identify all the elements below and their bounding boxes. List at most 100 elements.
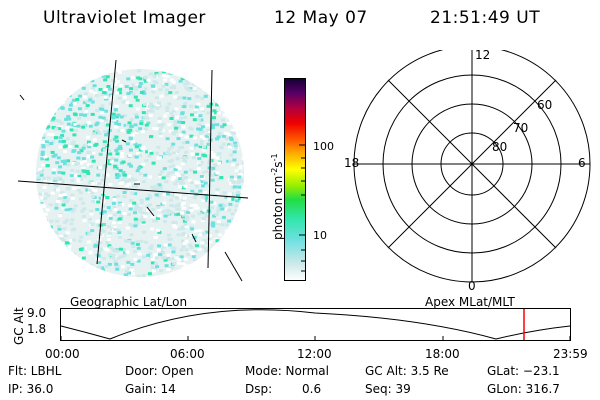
uv-speckle	[98, 233, 103, 237]
uv-speckle	[60, 179, 65, 183]
uv-speckle	[97, 261, 102, 265]
uv-speckle	[216, 258, 221, 262]
uv-speckle	[53, 82, 58, 86]
uv-speckle	[157, 116, 162, 120]
uv-speckle	[124, 269, 129, 273]
uv-speckle	[168, 238, 173, 241]
uv-speckle	[238, 173, 243, 177]
uv-speckle	[238, 197, 243, 201]
uv-speckle	[41, 143, 46, 147]
uv-speckle	[152, 105, 157, 109]
uv-speckle	[94, 253, 99, 257]
uv-speckle	[150, 215, 155, 218]
uv-speckle	[232, 97, 237, 101]
uv-speckle	[36, 267, 41, 270]
uv-speckle	[55, 238, 60, 242]
uv-speckle	[217, 161, 222, 165]
uv-speckle	[218, 261, 223, 265]
uv-speckle	[37, 245, 42, 249]
uv-speckle	[192, 258, 197, 262]
uv-speckle	[172, 109, 176, 113]
uv-speckle	[70, 196, 75, 200]
uv-speckle	[226, 87, 231, 91]
uv-speckle	[80, 209, 85, 213]
uv-speckle	[216, 266, 221, 270]
uv-speckle	[90, 100, 95, 104]
uv-speckle	[226, 159, 231, 163]
uv-speckle	[71, 252, 76, 256]
uv-speckle	[104, 97, 108, 101]
uv-speckle	[39, 170, 44, 174]
uv-speckle	[197, 122, 202, 126]
uv-speckle	[144, 111, 149, 115]
uv-speckle	[173, 120, 178, 124]
uv-speckle	[105, 248, 110, 252]
uv-speckle	[121, 254, 126, 258]
uv-speckle	[190, 73, 195, 77]
uv-speckle	[132, 154, 137, 158]
uv-speckle	[69, 128, 74, 132]
uv-speckle	[118, 235, 122, 239]
uv-speckle	[82, 174, 87, 178]
uv-speckle	[146, 78, 151, 82]
uv-speckle	[169, 111, 174, 115]
uv-speckle	[175, 115, 179, 119]
uv-speckle	[91, 199, 95, 203]
uv-speckle	[114, 264, 119, 268]
uv-speckle	[186, 210, 191, 214]
uv-speckle	[182, 72, 187, 76]
uv-speckle	[234, 209, 239, 212]
uv-speckle	[185, 234, 190, 238]
uv-speckle	[88, 185, 93, 189]
uv-speckle	[85, 188, 90, 192]
uv-speckle	[51, 126, 56, 129]
uv-speckle	[90, 112, 95, 116]
uv-speckle	[142, 255, 146, 259]
uv-speckle	[90, 229, 95, 233]
uv-speckle	[96, 200, 101, 204]
uv-speckle	[230, 197, 235, 201]
uv-speckle	[229, 153, 234, 157]
uv-speckle	[113, 165, 118, 169]
uv-speckle	[131, 92, 136, 96]
uv-speckle	[101, 74, 106, 78]
uv-speckle	[228, 71, 233, 75]
uv-speckle	[240, 179, 244, 183]
uv-speckle	[46, 194, 51, 198]
uv-speckle	[64, 117, 69, 121]
uv-speckle	[92, 84, 97, 88]
uv-speckle	[101, 167, 106, 171]
uv-speckle	[182, 158, 187, 162]
uv-speckle	[169, 198, 173, 202]
uv-speckle	[89, 263, 94, 267]
uv-speckle	[114, 104, 119, 108]
uv-speckle	[159, 170, 164, 174]
uv-speckle	[194, 184, 199, 188]
uv-speckle	[216, 221, 220, 225]
uv-speckle	[125, 142, 130, 146]
uv-speckle	[43, 103, 48, 107]
uv-speckle	[72, 133, 77, 137]
uv-speckle	[58, 181, 63, 185]
uv-speckle	[132, 201, 137, 205]
uv-speckle	[57, 127, 62, 131]
uv-speckle	[143, 102, 147, 106]
uv-speckle	[230, 80, 235, 84]
uv-speckle	[68, 239, 73, 243]
uv-speckle	[70, 168, 75, 172]
uv-speckle	[180, 173, 185, 177]
uv-speckle	[90, 191, 95, 195]
uv-speckle	[183, 176, 188, 179]
uv-speckle	[127, 213, 132, 217]
uv-speckle	[82, 143, 87, 147]
polar-ring-60: 60	[537, 98, 553, 112]
uv-speckle	[224, 137, 229, 141]
uv-speckle	[96, 269, 101, 273]
mlat-mlt-polar-plot	[353, 50, 591, 283]
uv-speckle	[182, 213, 187, 217]
uv-speckle	[168, 129, 173, 133]
uv-speckle	[71, 186, 76, 190]
uv-speckle	[53, 263, 58, 267]
uv-speckle	[230, 74, 235, 78]
uv-speckle	[134, 115, 139, 119]
